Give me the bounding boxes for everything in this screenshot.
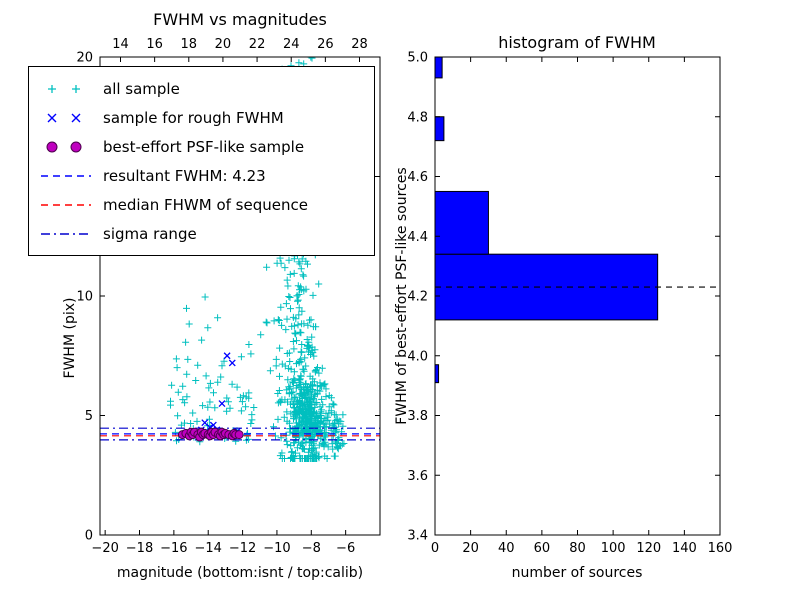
legend-item-psf-like-sample: best-effort PSF-like sample [38,132,365,161]
svg-text:160: 160 [708,541,733,556]
svg-text:100: 100 [601,541,626,556]
svg-text:5.0: 5.0 [407,51,428,66]
svg-text:−20: −20 [91,541,118,556]
svg-text:4.2: 4.2 [407,290,428,305]
legend-label: resultant FWHM: 4.23 [103,166,266,185]
svg-text:−10: −10 [263,541,290,556]
legend-item-resultant-fwhm: resultant FWHM: 4.23 [38,161,365,190]
svg-text:0: 0 [431,541,439,556]
svg-text:−6: −6 [336,541,355,556]
legend-item-rough-fwhm-sample: sample for rough FWHM [38,103,365,132]
right-y-axis-label: FWHM of best-effort PSF-like sources [394,167,410,425]
dashed-line-icon [41,203,91,206]
dashdot-line-icon [41,232,91,235]
svg-text:4.4: 4.4 [407,230,428,245]
svg-text:20: 20 [462,541,479,556]
left-x-axis-label: magnitude (bottom:isnt / top:calib) [116,565,364,581]
right-plot-title: histogram of FWHM [498,33,656,52]
svg-text:−18: −18 [126,541,153,556]
svg-text:40: 40 [498,541,515,556]
svg-text:80: 80 [569,541,586,556]
svg-text:3.6: 3.6 [407,469,428,484]
legend-label: best-effort PSF-like sample [103,137,305,156]
svg-text:3.4: 3.4 [407,529,428,544]
x-marker-icon [47,113,81,122]
svg-text:10: 10 [76,290,93,305]
svg-text:−12: −12 [229,541,256,556]
svg-text:4.0: 4.0 [407,349,428,364]
svg-text:−14: −14 [195,541,222,556]
svg-text:26: 26 [317,37,334,52]
legend-item-all-sample: all sample [38,74,365,103]
left-plot-title: FWHM vs magnitudes [153,10,327,29]
svg-text:120: 120 [636,541,661,556]
left-y-axis-label: FWHM (pix) [62,297,78,379]
svg-text:20: 20 [215,37,232,52]
svg-text:24: 24 [283,37,300,52]
svg-text:60: 60 [534,541,551,556]
legend-label: sigma range [103,224,197,243]
svg-text:18: 18 [181,37,198,52]
svg-text:140: 140 [672,541,697,556]
svg-text:14: 14 [112,37,129,52]
dashed-line-icon [41,174,91,177]
svg-text:5: 5 [85,409,93,424]
legend-label: all sample [103,79,180,98]
legend: all sample sample for rough FWHM best-ef… [28,66,375,256]
legend-label: sample for rough FWHM [103,108,284,127]
svg-text:16: 16 [146,37,163,52]
circle-marker-icon [46,141,82,152]
legend-item-sigma-range: sigma range [38,219,365,248]
svg-text:−16: −16 [160,541,187,556]
svg-text:22: 22 [249,37,266,52]
svg-text:4.6: 4.6 [407,170,428,185]
legend-item-median-fwhm: median FHWM of sequence [38,190,365,219]
legend-label: median FHWM of sequence [103,195,308,214]
svg-text:20: 20 [76,51,93,66]
svg-text:3.8: 3.8 [407,409,428,424]
svg-text:4.8: 4.8 [407,110,428,125]
right-x-axis-label: number of sources [511,565,643,581]
svg-text:28: 28 [351,37,368,52]
svg-text:0: 0 [85,529,93,544]
svg-text:−8: −8 [302,541,321,556]
plus-marker-icon [48,84,80,93]
